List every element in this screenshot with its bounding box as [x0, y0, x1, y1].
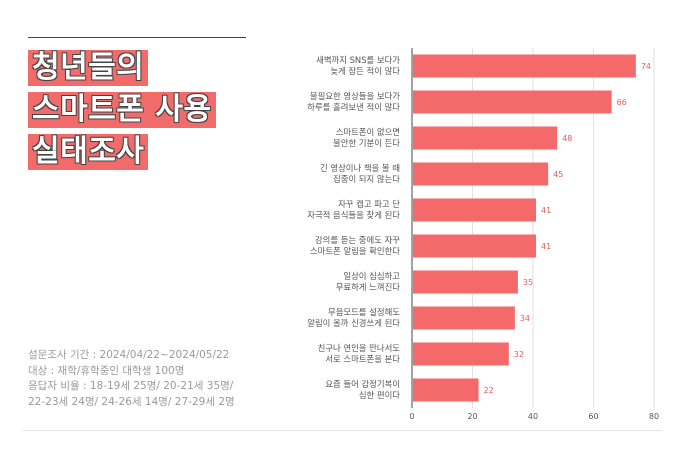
category-label: 하루를 흘려보낸 적이 많다 [307, 102, 400, 112]
category-label: 심한 편이다 [359, 390, 400, 400]
x-tick-label: 20 [467, 412, 477, 421]
category-label: 불안한 기분이 든다 [333, 138, 400, 148]
category-label: 요즘 들어 감정기복이 [325, 379, 400, 389]
category-label: 새벽까지 SNS를 보다가 [316, 55, 400, 65]
x-tick-label: 0 [409, 412, 414, 421]
bar [413, 54, 636, 78]
bar [413, 198, 537, 222]
top-divider [28, 37, 246, 38]
bar [413, 234, 537, 258]
title-line-2: 스마트폰 사용 [28, 92, 216, 128]
category-label: 알림이 올까 신경쓰게 된다 [307, 318, 400, 328]
title-line-1: 청년들의 [28, 50, 216, 86]
value-label: 41 [541, 206, 551, 215]
category-label: 자꾸 캡고 파고 단 [338, 199, 400, 209]
category-label: 스마트폰이 없으면 [336, 127, 400, 137]
bar [413, 126, 558, 150]
value-label: 22 [484, 386, 494, 395]
category-label: 무료하게 느껴진다 [336, 282, 401, 292]
title-block: 청년들의 스마트폰 사용 실태조사 [28, 50, 216, 176]
bar [413, 378, 479, 402]
category-label: 늦게 잠든 적이 많다 [330, 66, 400, 76]
category-label: 불필요한 영상들을 보다가 [310, 91, 400, 101]
value-label: 48 [562, 134, 572, 143]
category-label: 자극적 음식들을 찾게 된다 [307, 210, 400, 220]
bar [413, 270, 518, 294]
value-label: 35 [523, 278, 533, 287]
bar [413, 162, 549, 186]
category-label: 일상이 심심하고 [343, 271, 400, 281]
value-label: 41 [541, 242, 551, 251]
category-label: 무음모드를 설정해도 [328, 307, 400, 317]
title-line-3: 실태조사 [28, 134, 216, 170]
bar [413, 342, 509, 366]
bar [413, 90, 612, 114]
survey-target: 대상 : 재학/휴학중인 대학생 100명 [28, 364, 185, 377]
x-tick-label: 60 [588, 412, 598, 421]
category-label: 서로 스마트폰을 본다 [325, 354, 400, 364]
bar [413, 306, 515, 330]
title-text-3: 실태조사 [28, 134, 149, 170]
title-text-2: 스마트폰 사용 [28, 92, 216, 128]
x-tick-label: 40 [528, 412, 538, 421]
title-text-1: 청년들의 [28, 50, 149, 86]
value-label: 32 [514, 350, 524, 359]
value-label: 74 [641, 62, 651, 71]
value-label: 66 [617, 98, 627, 107]
category-label: 스마트폰 알림을 확인한다 [310, 246, 400, 256]
x-tick-label: 80 [649, 412, 659, 421]
category-label: 친구나 연인을 만나서도 [318, 343, 401, 353]
category-label: 강의를 듣는 중에도 자꾸 [315, 235, 400, 245]
value-label: 45 [553, 170, 563, 179]
value-label: 34 [520, 314, 530, 323]
category-label: 집중이 되지 않는다 [333, 174, 400, 184]
category-label: 긴 영상이나 책을 볼 때 [320, 163, 400, 173]
bottom-border [22, 430, 662, 431]
survey-info: 설문조사 기간 : 2024/04/22~2024/05/22 대상 : 재학/… [28, 348, 235, 410]
survey-period: 설문조사 기간 : 2024/04/22~2024/05/22 [28, 349, 230, 361]
survey-ratio-1: 응답자 비율 : 18-19세 25명/ 20-21세 35명/ [28, 380, 234, 392]
survey-ratio-2: 22-23세 24명/ 24-26세 14명/ 27-29세 2명 [28, 395, 235, 408]
